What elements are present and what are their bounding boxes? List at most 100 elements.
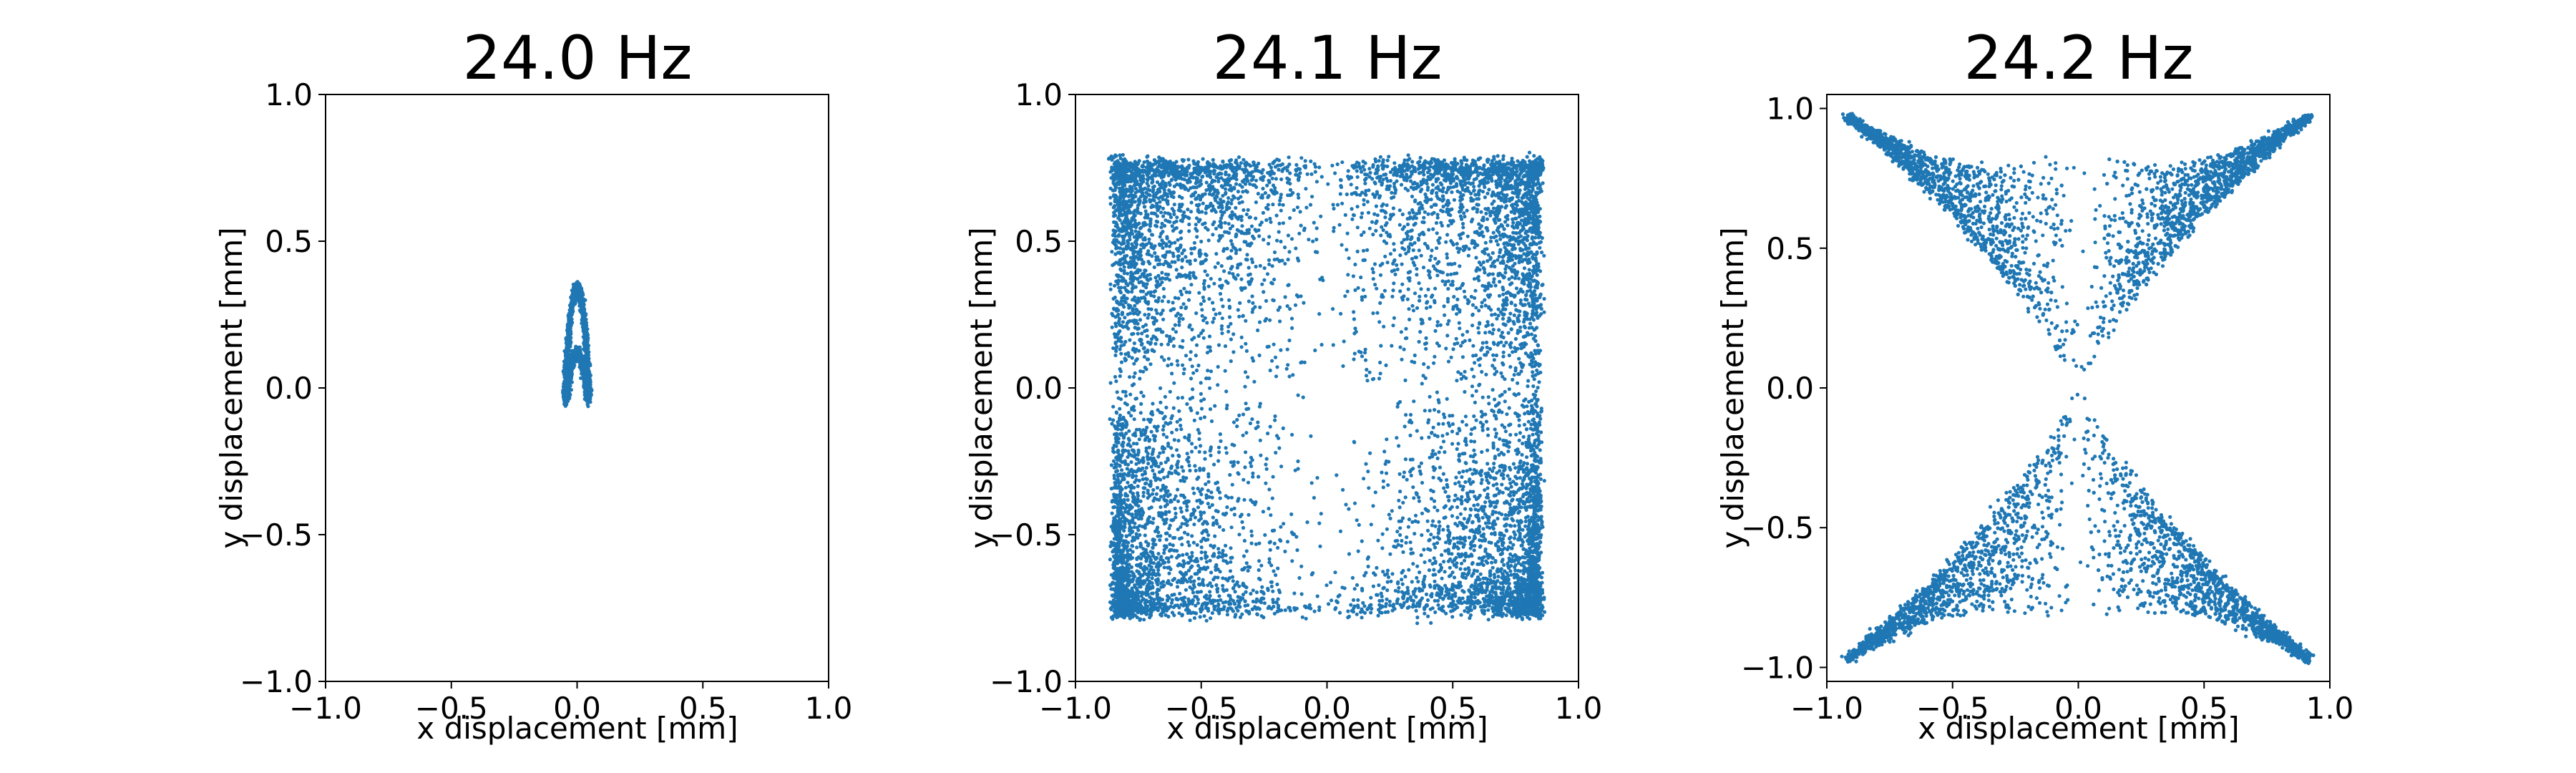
data-point [1283, 245, 1287, 250]
data-point [1186, 298, 1191, 302]
data-point [1400, 282, 1405, 286]
data-point [1246, 512, 1251, 517]
data-point [1517, 438, 1521, 442]
data-point [1227, 315, 1232, 319]
data-point [1163, 210, 1167, 215]
data-point [1279, 208, 1283, 213]
data-point [1398, 345, 1402, 349]
y-tick-label: −1.0 [240, 664, 313, 699]
data-point [1206, 480, 1211, 484]
data-point [1455, 242, 1459, 246]
data-point [1267, 557, 1272, 561]
data-point [1148, 362, 1153, 366]
data-point [1397, 208, 1402, 213]
data-point [1450, 615, 1455, 619]
data-point [1239, 345, 1244, 349]
data-point [1514, 286, 1519, 291]
data-point [1239, 335, 1244, 339]
data-point [1422, 172, 1426, 177]
data-point [1420, 511, 1425, 515]
data-point [1355, 249, 1360, 253]
data-point [1281, 426, 1285, 431]
data-point [1352, 310, 1356, 314]
data-point [581, 365, 585, 370]
data-point [1222, 269, 1226, 273]
data-point [1402, 424, 1407, 429]
data-point [1333, 171, 1337, 175]
data-point [1190, 534, 1194, 538]
data-point [1236, 460, 1240, 465]
data-point [1179, 423, 1183, 428]
data-point [565, 348, 570, 352]
data-point [1211, 307, 1216, 311]
data-point [585, 374, 590, 379]
data-point [1439, 445, 1443, 449]
data-point [1229, 546, 1233, 550]
data-point [1212, 544, 1216, 548]
data-point [1465, 234, 1470, 238]
data-point [1147, 439, 1151, 443]
data-point [1133, 371, 1137, 376]
chart-title: 24.1 Hz [1213, 23, 1443, 93]
data-point [1366, 470, 1370, 474]
data-point [1450, 514, 1455, 518]
data-point [1142, 432, 1147, 437]
data-point [1536, 316, 1540, 320]
data-point [1496, 516, 1500, 521]
data-point [1171, 336, 1176, 341]
data-point [1190, 550, 1194, 555]
data-point [1283, 295, 1287, 299]
data-point [1110, 511, 1114, 515]
data-point [1337, 223, 1342, 227]
data-point [1390, 294, 1395, 298]
data-point [1262, 238, 1266, 242]
data-point [1507, 581, 1511, 585]
data-point [1285, 304, 1289, 308]
data-point [1473, 400, 1477, 405]
data-point [1369, 522, 1373, 527]
data-point [1432, 535, 1436, 540]
data-point [1213, 404, 1217, 408]
data-point [1128, 375, 1132, 379]
data-point [1182, 530, 1187, 535]
data-point [1128, 392, 1133, 397]
data-point [1279, 177, 1284, 182]
data-point [1431, 227, 1435, 231]
data-point [1407, 568, 1411, 572]
data-point [1461, 470, 1465, 474]
data-point [1110, 325, 1114, 329]
data-point [1317, 165, 1322, 170]
data-point [1517, 424, 1521, 428]
data-point [1362, 477, 1366, 481]
data-point [1177, 409, 1181, 414]
data-point [1272, 569, 1276, 573]
data-point [1148, 193, 1152, 198]
data-point [1277, 588, 1281, 593]
data-point [1201, 174, 1205, 179]
data-point [1433, 286, 1438, 291]
data-point [585, 364, 590, 369]
data-point [1385, 158, 1390, 162]
data-point [1471, 354, 1475, 358]
data-point [1410, 605, 1415, 609]
data-point [1284, 366, 1289, 371]
data-point [1249, 529, 1254, 533]
data-point [1341, 364, 1345, 369]
data-point [580, 319, 585, 324]
data-point [1291, 373, 1295, 377]
data-point [1194, 311, 1199, 316]
data-point [1485, 448, 1490, 452]
data-point [572, 351, 577, 356]
data-point [1138, 499, 1143, 503]
data-point [1513, 303, 1518, 308]
data-point [1226, 281, 1230, 285]
data-point [1159, 461, 1163, 466]
data-point [1267, 235, 1272, 239]
data-point [1178, 417, 1182, 422]
data-point [1108, 202, 1113, 206]
panel-24-0-hz: 24.0 Hz −1.0 −0.5 0.0 0.5 1.0 −1.0−0.50.00.5… [214, 23, 852, 746]
data-point [565, 380, 569, 384]
data-point [1254, 542, 1258, 546]
data-point [1250, 294, 1254, 298]
data-point [1218, 291, 1223, 296]
